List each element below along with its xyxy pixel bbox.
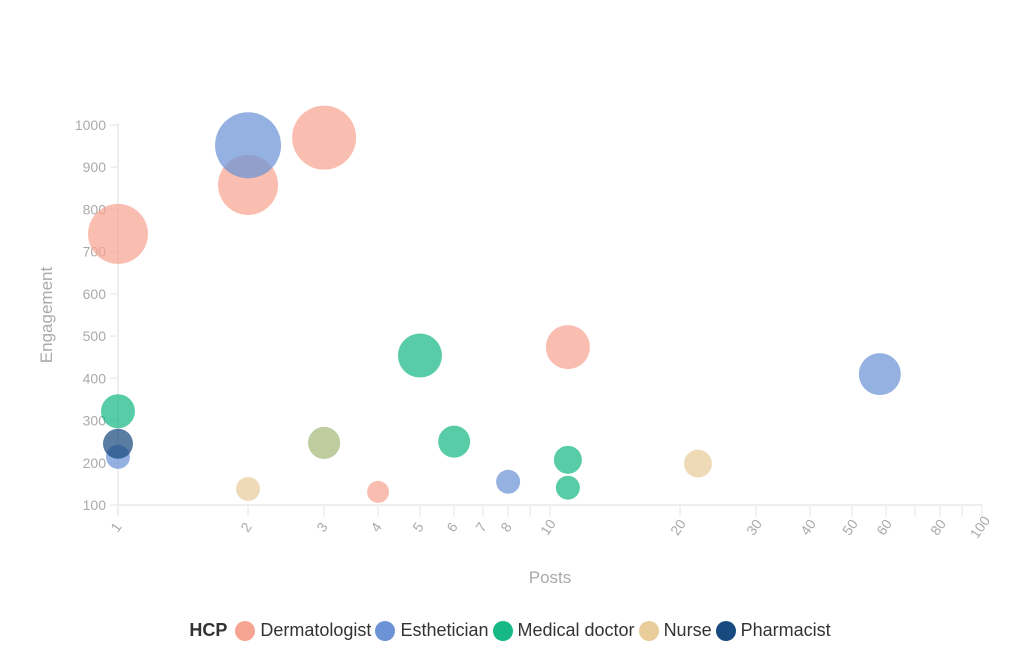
bubble-esthetician[interactable] — [858, 353, 901, 396]
y-tick-label: 400 — [83, 370, 107, 386]
bubble-medical-doctor[interactable] — [553, 445, 582, 474]
legend-item[interactable]: Medical doctor — [492, 620, 635, 641]
x-tick-label: 10 — [537, 516, 559, 538]
y-axis-title: Engagement — [37, 267, 56, 364]
bubble-dermatologist[interactable] — [292, 105, 357, 170]
x-tick-label: 100 — [967, 513, 994, 541]
legend-label: Dermatologist — [260, 620, 372, 640]
y-tick-label: 900 — [83, 159, 107, 175]
bubble-nurse[interactable] — [236, 476, 261, 501]
legend: HCP Dermatologist Esthetician Medical doct… — [0, 620, 1024, 641]
x-tick-label: 3 — [313, 519, 331, 535]
bubble-esthetician[interactable] — [215, 112, 282, 179]
bubble-nurse[interactable] — [308, 426, 341, 459]
legend-title: HCP — [189, 620, 228, 640]
legend-label: Esthetician — [400, 620, 489, 640]
bubble-nurse[interactable] — [683, 449, 712, 478]
y-tick-label: 100 — [83, 497, 107, 513]
legend-swatch-icon — [235, 620, 256, 641]
x-tick-label: 4 — [367, 519, 385, 535]
bubble-medical-doctor[interactable] — [101, 394, 135, 429]
bubble-dermatologist[interactable] — [88, 203, 148, 264]
legend-swatch-icon — [638, 620, 659, 641]
legend-item[interactable]: Dermatologist — [235, 620, 371, 641]
bubble-dermatologist[interactable] — [367, 480, 390, 503]
x-tick-label: 60 — [873, 516, 895, 538]
y-tick-label: 200 — [83, 455, 107, 471]
y-tick-label: 1000 — [75, 117, 106, 133]
bubble-dermatologist[interactable] — [545, 325, 590, 370]
bubble-esthetician[interactable] — [496, 469, 521, 494]
bubble-pharmacist[interactable] — [103, 428, 133, 459]
legend-swatch-icon — [375, 620, 396, 641]
y-tick-label: 500 — [83, 328, 107, 344]
x-tick-label: 50 — [839, 516, 861, 538]
legend-item[interactable]: Nurse — [638, 620, 712, 641]
x-tick-label: 2 — [237, 519, 255, 535]
bubble-medical-doctor[interactable] — [438, 425, 471, 458]
bubble-chart: 1 2 3 4 5 6 7 8 10 20 30 40 50 60 80 100 100 200 300 400 500… — [37, 105, 994, 587]
legend-label: Nurse — [663, 620, 712, 640]
legend-swatch-icon — [492, 620, 513, 641]
x-tick-label: 80 — [927, 516, 949, 538]
bubble-medical-doctor[interactable] — [555, 475, 580, 500]
y-tick-label: 300 — [83, 413, 107, 429]
legend-item[interactable]: Esthetician — [375, 620, 489, 641]
legend-item[interactable]: Pharmacist — [715, 620, 831, 641]
legend-label: Pharmacist — [740, 620, 831, 640]
x-tick-label: 6 — [443, 519, 461, 535]
x-tick-label: 5 — [409, 519, 427, 535]
x-axis-title: Posts — [529, 568, 572, 587]
bubble-medical-doctor[interactable] — [397, 333, 442, 378]
x-tick-label: 7 — [472, 519, 490, 535]
y-tick-label: 600 — [83, 286, 107, 302]
legend-swatch-icon — [715, 620, 736, 641]
x-tick-label: 20 — [667, 516, 689, 538]
legend-label: Medical doctor — [517, 620, 635, 640]
x-tick-label: 30 — [743, 516, 765, 538]
x-tick-label: 8 — [497, 519, 515, 535]
x-tick-label: 1 — [107, 519, 125, 535]
x-tick-label: 40 — [797, 516, 819, 538]
